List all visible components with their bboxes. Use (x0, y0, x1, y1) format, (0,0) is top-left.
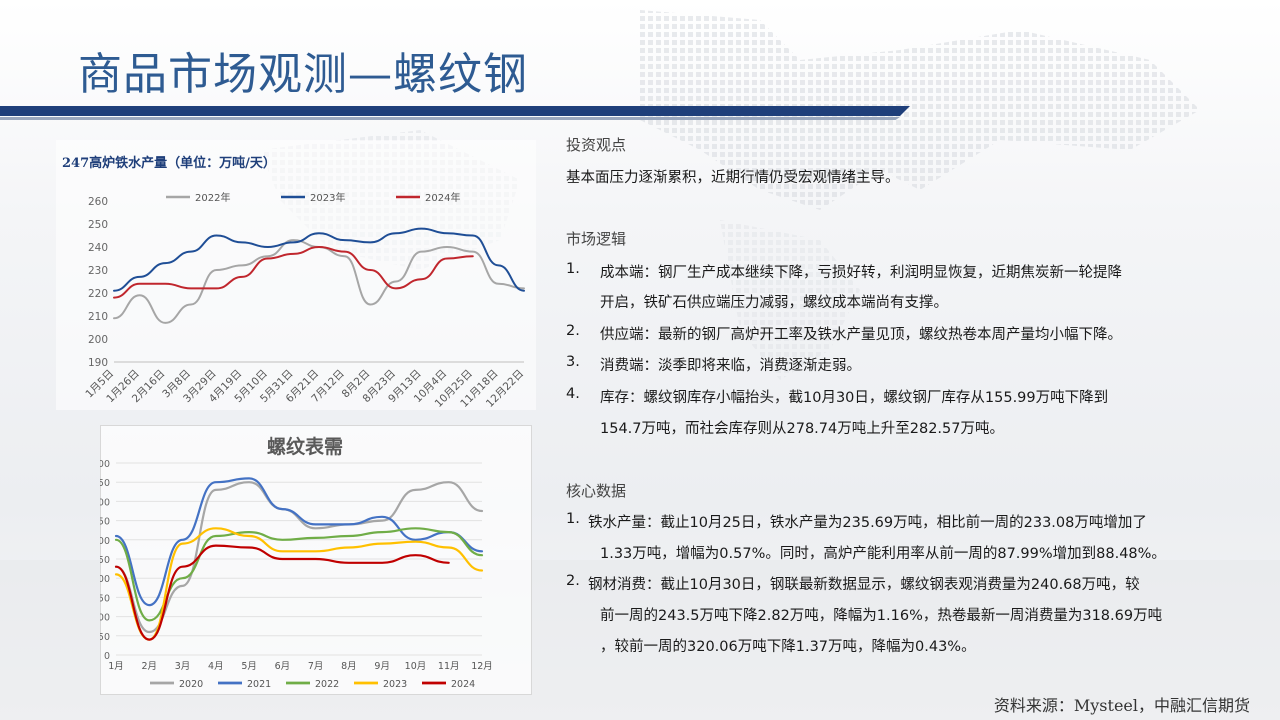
view-title: 投资观点 (566, 136, 627, 154)
y-tick-label: 0 (104, 651, 110, 662)
x-tick-label: 11月 (438, 661, 460, 672)
logic-item-2-number: 2. (566, 323, 580, 339)
x-tick-label: 3月 (175, 661, 191, 672)
series-line-2024年 (113, 246, 474, 299)
y-tick-label: 500 (100, 459, 110, 470)
logic-item-3-line-1: 消费端：淡季即将来临，消费逐渐走弱。 (600, 358, 861, 374)
legend-label: 2021 (247, 679, 271, 690)
view-text: 基本面压力逐渐累积，近期行情仍受宏观情绪主导。 (566, 170, 900, 186)
page-title: 商品市场观测—螺纹钢 (78, 49, 528, 100)
y-tick-label: 200 (100, 574, 110, 585)
legend-label: 2024 (451, 679, 475, 690)
y-tick-label: 210 (88, 311, 108, 323)
chart1-title: 247高炉铁水产量（单位：万吨/天） (62, 156, 276, 171)
source-note: 资料来源：Mysteel，中融汇信期货 (993, 696, 1250, 715)
legend-label: 2023 (383, 679, 407, 690)
series-line-2023年 (113, 227, 525, 292)
y-tick-label: 50 (100, 632, 110, 643)
legend-label: 2022年 (195, 191, 230, 204)
x-tick-label: 10月 (405, 661, 427, 672)
legend-label: 2022 (315, 679, 339, 690)
y-tick-label: 220 (88, 288, 108, 300)
logic-item-4-line-2: 154.7万吨，而社会库存则从278.74万吨上升至282.57万吨。 (600, 421, 1004, 437)
data-item-1-number: 1. (566, 511, 580, 527)
x-tick-label: 4月 (208, 661, 224, 672)
y-tick-label: 230 (88, 265, 108, 277)
series-line-2023 (114, 527, 484, 641)
x-tick-label: 5月 (241, 661, 257, 672)
logic-item-3-number: 3. (566, 354, 580, 370)
legend-label: 2023年 (310, 191, 345, 204)
y-tick-label: 250 (88, 219, 108, 231)
y-tick-label: 190 (88, 357, 108, 369)
logic-item-1-number: 1. (566, 261, 580, 277)
logic-item-1-line-1: 成本端：钢厂生产成本继续下降，亏损好转，利润明显恢复，近期焦炭新一轮提降 (600, 265, 1122, 281)
y-tick-label: 450 (100, 478, 110, 489)
data-item-2-number: 2. (566, 573, 580, 589)
legend-label: 2024年 (425, 191, 460, 204)
logic-item-2-line-1: 供应端：最新的钢厂高炉开工率及铁水产量见顶，螺纹热卷本周产量均小幅下降。 (600, 327, 1122, 343)
y-tick-label: 400 (100, 497, 110, 508)
y-tick-label: 200 (88, 334, 108, 346)
logic-item-4-line-1: 库存：螺纹钢库存小幅抬头，截10月30日，螺纹钢厂库存从155.99万吨下降到 (600, 390, 1109, 406)
header: 商品市场观测—螺纹钢 (0, 0, 1280, 121)
data-item-1-line-2: 1.33万吨，增幅为0.57%。同时，高炉产能利用率从前一周的87.99%增加到… (600, 546, 1166, 562)
y-tick-label: 300 (100, 536, 110, 547)
logic-item-1-line-2: 开启，铁矿石供应端压力减弱，螺纹成本端尚有支撑。 (600, 295, 948, 311)
y-tick-label: 350 (100, 517, 110, 528)
x-tick-label: 7月 (308, 661, 324, 672)
series-line-2021 (114, 477, 484, 607)
x-tick-label: 9月 (374, 661, 390, 672)
data-item-2-line-1: 钢材消费：截止10月30日，钢联最新数据显示，螺纹钢表观消费量为240.68万吨… (588, 577, 1140, 593)
data-title: 核心数据 (566, 482, 627, 500)
x-tick-label: 8月 (341, 661, 357, 672)
y-tick-label: 240 (88, 242, 108, 254)
legend-label: 2020 (179, 679, 203, 690)
hot-metal-output-chart: 1902002102202302402502601月5日1月26日2月16日3月… (83, 191, 526, 410)
data-item-2-line-2: 前一周的243.5万吨下降2.82万吨，降幅为1.16%，热卷最新一周消费量为3… (600, 608, 1163, 624)
y-tick-label: 250 (100, 555, 110, 566)
series-line-2022年 (113, 239, 525, 324)
data-item-2-line-3: ，较前一周的320.06万吨下降1.37万吨，降幅为0.43%。 (600, 639, 976, 655)
series-line-2024 (114, 544, 450, 641)
x-tick-label: 1月 (108, 661, 124, 672)
x-tick-label: 6月 (275, 661, 291, 672)
chart2-title: 螺纹表需 (267, 435, 343, 458)
rebar-demand-chart: 螺纹表需 0 50 100 150 200 250 300 350 400 450 500 1月 2月 3月… (100, 435, 493, 690)
y-tick-label: 260 (88, 196, 108, 208)
logic-title: 市场逻辑 (566, 230, 627, 248)
x-tick-label: 12月 (471, 661, 493, 672)
logic-item-4-number: 4. (566, 386, 580, 402)
y-tick-label: 150 (100, 593, 110, 604)
chart1-panel (56, 140, 536, 410)
x-tick-label: 2月 (141, 661, 157, 672)
data-item-1-line-1: 铁水产量：截止10月25日，铁水产量为235.69万吨，相比前一周的233.08… (588, 515, 1147, 531)
y-tick-label: 100 (100, 613, 110, 624)
